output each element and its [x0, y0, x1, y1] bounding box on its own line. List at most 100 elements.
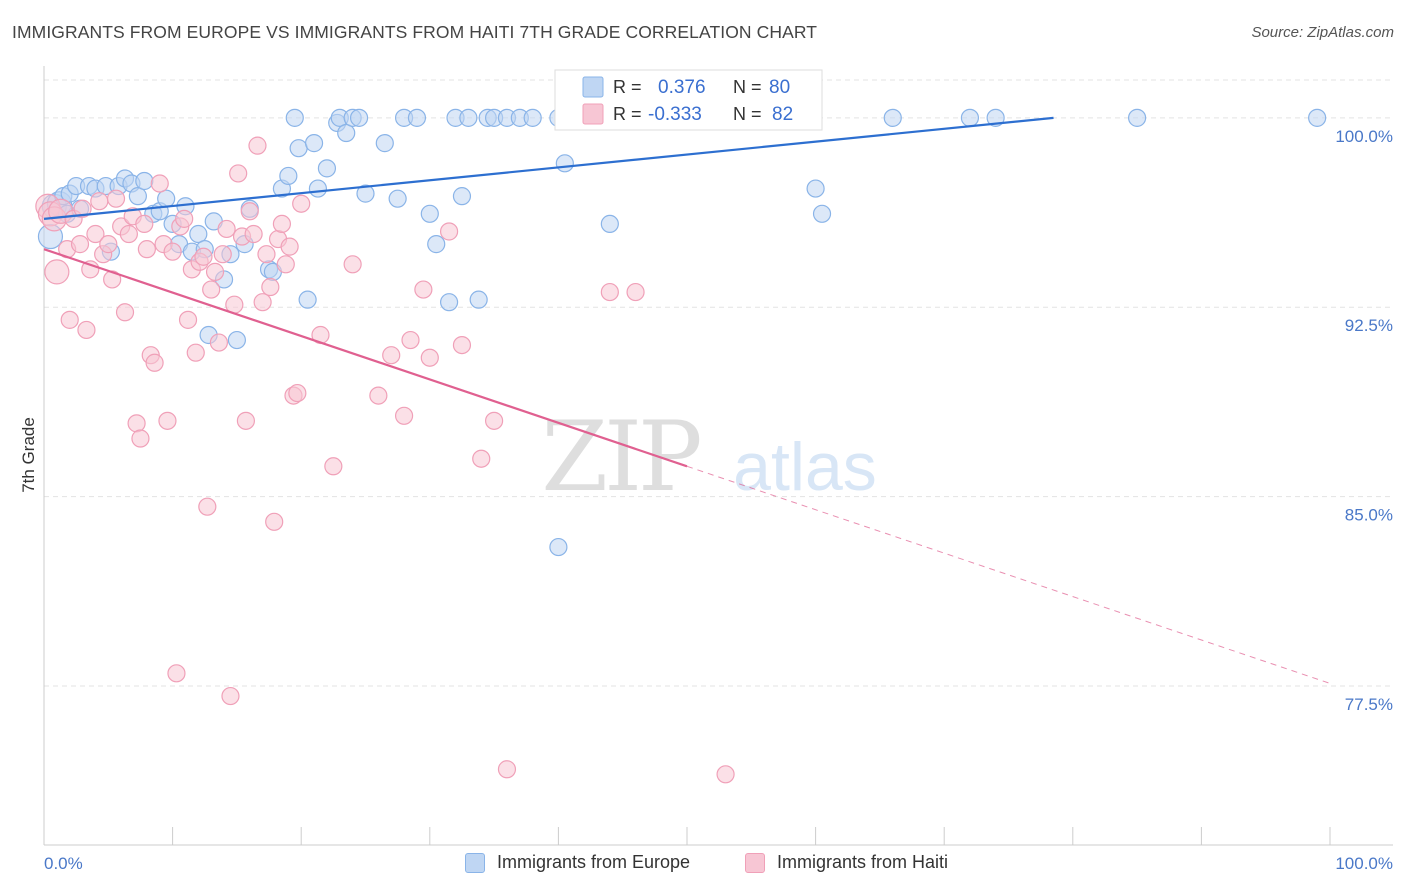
- europe-point: [308, 179, 328, 198]
- x-tick-label-min: 0.0%: [44, 854, 83, 873]
- haiti-point: [343, 255, 362, 274]
- data-points: [35, 108, 1327, 784]
- europe-point: [883, 108, 902, 127]
- europe-point: [317, 159, 337, 178]
- haiti-point: [221, 686, 240, 706]
- europe-point: [427, 235, 446, 254]
- bottom-legend-europe: Immigrants from Europe: [465, 852, 690, 873]
- watermark-atlas: atlas: [733, 429, 877, 505]
- x-tick-label-max: 100.0%: [1335, 854, 1393, 873]
- europe-point: [279, 166, 298, 186]
- europe-point: [128, 187, 147, 206]
- y-tick-label: 92.5%: [1345, 316, 1393, 335]
- haiti-point: [600, 282, 619, 302]
- haiti-point: [115, 303, 135, 322]
- europe-point: [388, 189, 407, 208]
- europe-point: [375, 134, 394, 153]
- bottom-legend-europe-label: Immigrants from Europe: [497, 852, 691, 872]
- europe-point: [439, 293, 459, 312]
- legend-n-value-haiti: 82: [772, 104, 793, 125]
- haiti-point: [394, 406, 414, 425]
- haiti-point: [248, 136, 267, 155]
- haiti-point: [131, 429, 150, 448]
- haiti-point: [60, 310, 79, 329]
- europe-point: [986, 108, 1005, 127]
- haiti-point: [240, 202, 259, 221]
- haiti-point: [276, 255, 295, 274]
- y-tick-label: 77.5%: [1345, 695, 1393, 714]
- haiti-point: [497, 760, 517, 779]
- haiti-point: [253, 293, 272, 312]
- legend-europe-swatch: [582, 76, 604, 98]
- haiti-point: [99, 235, 118, 254]
- haiti-point: [202, 280, 221, 299]
- haiti-point: [70, 235, 90, 254]
- haiti-point: [198, 497, 217, 516]
- legend-r-value-haiti: -0.333: [648, 104, 702, 125]
- haiti-point: [382, 346, 401, 365]
- haiti-point: [137, 240, 156, 259]
- haiti-point: [261, 277, 280, 297]
- axes: [43, 66, 1393, 846]
- europe-point: [189, 224, 208, 244]
- haiti-point: [103, 270, 122, 289]
- europe-point: [469, 290, 488, 309]
- europe-point: [289, 139, 308, 158]
- legend-n-label-europe: N =: [733, 77, 762, 97]
- europe-point: [555, 154, 574, 173]
- haiti-point: [213, 245, 232, 264]
- europe-point: [452, 187, 472, 206]
- haiti-point: [452, 335, 472, 355]
- tick-labels: 100.0% 92.5% 85.0% 77.5% 0.0% 100.0%: [44, 127, 1393, 873]
- haiti-point: [236, 411, 256, 430]
- europe-point: [349, 108, 369, 127]
- haiti-point: [324, 457, 343, 476]
- haiti-point: [150, 174, 169, 193]
- haiti-point: [414, 280, 433, 299]
- bottom-legend-haiti-label: Immigrants from Haiti: [777, 852, 949, 872]
- y-tick-label: 85.0%: [1345, 506, 1393, 525]
- haiti-point: [439, 222, 459, 241]
- haiti-point: [292, 194, 311, 213]
- haiti-point: [280, 237, 299, 256]
- haiti-point: [209, 333, 228, 352]
- haiti-point: [77, 320, 96, 340]
- haiti-point: [485, 411, 504, 430]
- europe-point: [407, 108, 427, 127]
- legend-r-label-europe: R =: [613, 77, 642, 97]
- y-axis-label: 7th Grade: [19, 417, 38, 493]
- legend-r-label-haiti: R =: [613, 104, 642, 124]
- haiti-point: [626, 282, 645, 302]
- haiti-point: [44, 259, 70, 285]
- haiti-point: [167, 664, 186, 683]
- europe-point: [227, 330, 246, 350]
- haiti-point: [229, 164, 248, 183]
- haiti-point: [401, 330, 420, 350]
- europe-point: [523, 108, 542, 127]
- legend-n-label-haiti: N =: [733, 104, 762, 124]
- haiti-point: [420, 348, 439, 367]
- chart-title: IMMIGRANTS FROM EUROPE VS IMMIGRANTS FRO…: [12, 22, 818, 42]
- watermark-zip: ZIP: [541, 401, 700, 513]
- europe-point: [549, 537, 568, 557]
- haiti-trend-line: [43, 248, 688, 468]
- haiti-point: [272, 214, 292, 234]
- haiti-point: [205, 262, 225, 281]
- europe-point: [337, 123, 356, 143]
- haiti-point: [106, 189, 126, 208]
- legend-r-value-europe: 0.376: [658, 77, 706, 98]
- haiti-point: [119, 224, 138, 244]
- europe-trend-line: [43, 116, 1054, 220]
- haiti-point: [158, 411, 177, 430]
- haiti-point: [194, 247, 213, 266]
- europe-point: [1308, 108, 1327, 127]
- europe-point: [1127, 108, 1147, 127]
- haiti-point: [257, 245, 276, 264]
- haiti-point: [163, 242, 182, 261]
- europe-point: [135, 171, 154, 191]
- legend: R = 0.376 N = 80 R = -0.333 N = 82: [554, 69, 823, 131]
- europe-point: [304, 134, 324, 153]
- europe-point: [806, 179, 825, 198]
- haiti-point: [145, 353, 164, 372]
- haiti-point: [186, 343, 205, 362]
